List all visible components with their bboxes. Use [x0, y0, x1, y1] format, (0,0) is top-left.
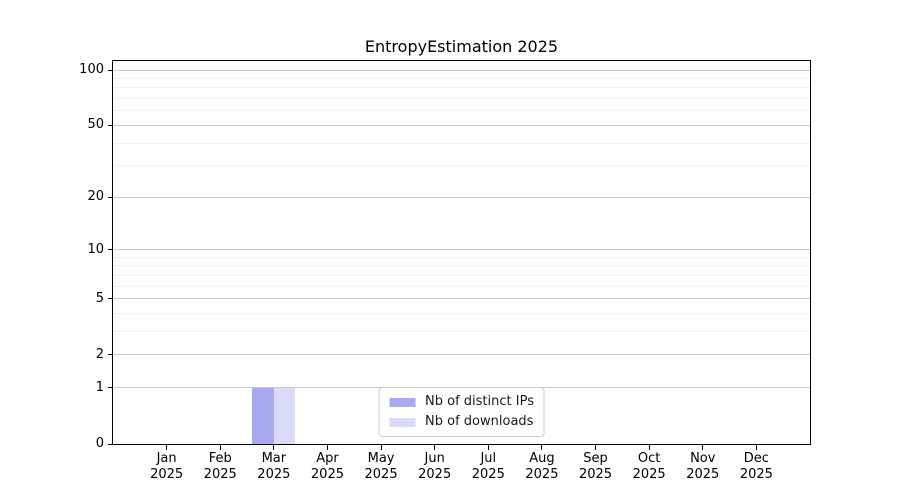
x-tick-sep: [595, 445, 597, 450]
gridline-major-10: [113, 249, 810, 251]
x-tick-aug: [541, 445, 543, 450]
x-tick-dec: [755, 445, 757, 450]
x-tick-label-jun: Jun 2025: [418, 451, 452, 482]
legend-swatch-downloads: [389, 417, 416, 427]
y-tick-label-100: 100: [79, 62, 104, 78]
x-tick-label-mar: Mar 2025: [257, 451, 291, 482]
x-tick-label-jan: Jan 2025: [150, 451, 184, 482]
chart-title: EntropyEstimation 2025: [364, 37, 559, 56]
x-tick-mar: [273, 445, 275, 450]
y-tick-20: [108, 196, 113, 198]
x-tick-jan: [166, 445, 168, 450]
gridline-minor-90: [113, 78, 810, 80]
gridline-minor-40: [113, 142, 810, 144]
y-tick-1: [108, 387, 113, 389]
y-tick-10: [108, 249, 113, 251]
legend-label-distinct-ips: Nb of distinct IPs: [425, 394, 534, 409]
y-tick-2: [108, 354, 113, 356]
gridline-minor-70: [113, 98, 810, 100]
gridline-minor-8: [113, 265, 810, 267]
x-tick-label-dec: Dec 2025: [739, 451, 773, 482]
y-tick-label-2: 2: [95, 346, 104, 362]
gridline-major-100: [113, 69, 810, 71]
bar-nb-of-distinct-ips-mar: [252, 387, 274, 444]
x-tick-jun: [434, 445, 436, 450]
x-tick-jul: [487, 445, 489, 450]
x-tick-label-aug: Aug 2025: [525, 451, 559, 482]
x-tick-oct: [648, 445, 650, 450]
legend-label-downloads: Nb of downloads: [425, 414, 534, 429]
gridline-major-50: [113, 124, 810, 126]
y-tick-label-10: 10: [87, 241, 104, 257]
plot-area: Nb of distinct IPs Nb of downloads: [112, 60, 811, 445]
gridline-minor-4: [113, 313, 810, 315]
legend-item-downloads: Nb of downloads: [389, 414, 534, 430]
x-tick-label-jul: Jul 2025: [471, 451, 505, 482]
gridline-minor-3: [113, 331, 810, 333]
y-tick-50: [108, 124, 113, 126]
x-tick-label-feb: Feb 2025: [203, 451, 237, 482]
x-tick-apr: [326, 445, 328, 450]
gridline-minor-6: [113, 285, 810, 287]
x-tick-label-may: May 2025: [364, 451, 398, 482]
x-tick-nov: [702, 445, 704, 450]
legend-swatch-distinct-ips: [389, 397, 416, 407]
y-tick-label-20: 20: [87, 189, 104, 205]
x-tick-label-oct: Oct 2025: [632, 451, 666, 482]
gridline-major-2: [113, 354, 810, 356]
gridline-major-5: [113, 298, 810, 300]
y-tick-100: [108, 69, 113, 71]
gridline-major-20: [113, 196, 810, 198]
y-tick-0: [108, 443, 113, 445]
x-tick-feb: [219, 445, 221, 450]
gridline-minor-9: [113, 256, 810, 258]
gridline-minor-7: [113, 275, 810, 277]
x-tick-label-sep: Sep 2025: [578, 451, 613, 482]
y-tick-label-1: 1: [95, 379, 104, 395]
gridline-minor-30: [113, 165, 810, 167]
y-tick-label-50: 50: [87, 117, 104, 133]
y-tick-5: [108, 298, 113, 300]
bar-nb-of-downloads-mar: [273, 387, 296, 444]
legend: Nb of distinct IPs Nb of downloads: [378, 387, 545, 437]
y-tick-label-5: 5: [95, 290, 104, 306]
legend-item-distinct-ips: Nb of distinct IPs: [389, 394, 534, 410]
y-tick-label-0: 0: [95, 436, 104, 451]
gridline-minor-80: [113, 87, 810, 89]
x-tick-label-apr: Apr 2025: [310, 451, 344, 482]
gridline-minor-60: [113, 110, 810, 112]
x-tick-label-nov: Nov 2025: [686, 451, 720, 482]
x-tick-may: [380, 445, 382, 450]
